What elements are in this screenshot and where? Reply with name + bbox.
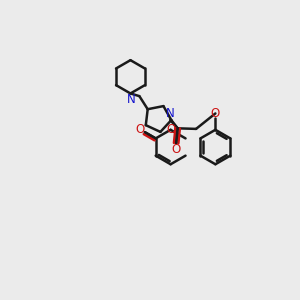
Text: N: N	[166, 107, 175, 120]
Text: O: O	[172, 142, 181, 156]
Text: O: O	[135, 123, 145, 136]
Text: O: O	[166, 123, 175, 136]
Text: O: O	[211, 107, 220, 120]
Text: N: N	[126, 94, 135, 106]
